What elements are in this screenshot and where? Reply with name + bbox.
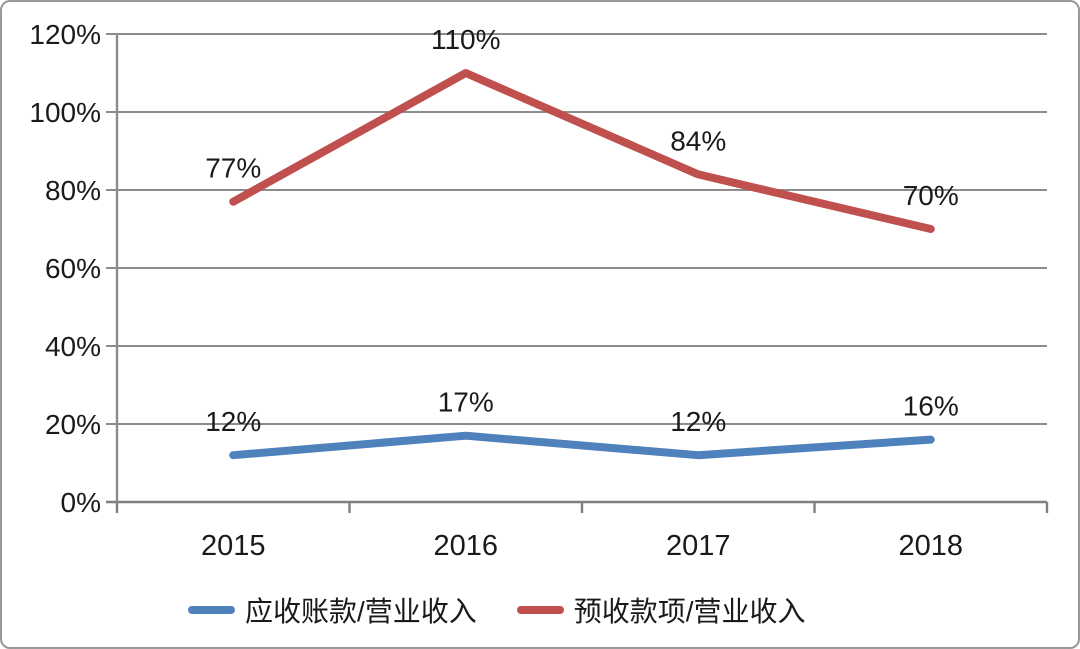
y-axis-tick-label: 120%: [29, 19, 101, 50]
y-axis-tick-label: 0%: [61, 487, 101, 518]
data-label: 16%: [903, 391, 959, 422]
series-line-1: [229, 69, 935, 233]
line-chart-plot: 0% 20% 40% 60% 80% 100% 120% 2015 2016 2017 2018 12…: [29, 19, 1049, 562]
y-axis-tick-label: 40%: [45, 331, 101, 362]
x-axis-tick-label: 2016: [433, 530, 498, 562]
x-axis-tick-label: 2018: [898, 530, 963, 562]
y-axis-tick-label: 20%: [45, 409, 101, 440]
data-label: 12%: [670, 406, 726, 437]
legend-item-receivables: 应收账款/营业收入: [188, 590, 477, 630]
data-label: 17%: [438, 387, 494, 418]
data-label: 12%: [205, 406, 261, 437]
legend-label-receivables: 应收账款/营业收入: [245, 596, 477, 627]
legend-line-swatch-red: [516, 606, 564, 614]
x-axis-tick-label: 2015: [201, 530, 266, 562]
legend-label-advances: 预收款项/营业收入: [573, 596, 806, 627]
data-label: 77%: [205, 153, 261, 184]
data-label: 84%: [670, 125, 726, 156]
legend-line-swatch-blue: [188, 606, 235, 614]
data-label: 110%: [431, 24, 501, 55]
chart-legend: 应收账款/营业收入 预收款项/营业收入: [188, 590, 806, 630]
x-axis-tick-label: 2017: [666, 530, 731, 562]
y-axis-tick-label: 80%: [45, 175, 101, 206]
y-axis-tick-label: 60%: [45, 253, 101, 284]
legend-item-advances: 预收款项/营业收入: [516, 590, 806, 630]
series-line-0: [229, 431, 935, 460]
y-axis-tick-label: 100%: [29, 97, 101, 128]
data-label: 70%: [903, 180, 959, 211]
